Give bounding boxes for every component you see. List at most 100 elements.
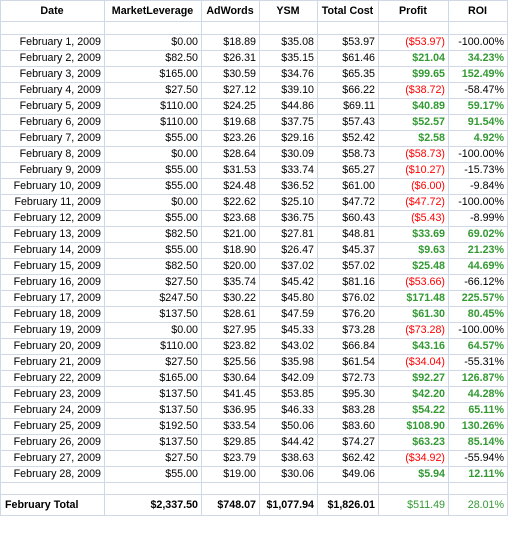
header-date[interactable]: Date bbox=[0, 0, 105, 22]
empty-cell[interactable] bbox=[0, 481, 105, 495]
marketleverage-cell[interactable]: $137.50 bbox=[104, 385, 202, 403]
profit-cell[interactable]: $40.89 bbox=[378, 97, 449, 115]
adwords-cell[interactable]: $30.64 bbox=[201, 369, 260, 387]
date-cell[interactable]: February 1, 2009 bbox=[0, 33, 105, 51]
marketleverage-cell[interactable]: $55.00 bbox=[104, 241, 202, 259]
header-roi[interactable]: ROI bbox=[448, 0, 508, 22]
total-cost-cell[interactable]: $53.97 bbox=[317, 33, 379, 51]
total-cost-cell[interactable]: $66.84 bbox=[317, 337, 379, 355]
profit-cell[interactable]: ($73.28) bbox=[378, 321, 449, 339]
header-ysm[interactable]: YSM bbox=[259, 0, 318, 22]
profit-cell[interactable]: ($53.66) bbox=[378, 273, 449, 291]
adwords-cell[interactable]: $18.89 bbox=[201, 33, 260, 51]
marketleverage-cell[interactable]: $137.50 bbox=[104, 401, 202, 419]
marketleverage-cell[interactable]: $192.50 bbox=[104, 417, 202, 435]
ysm-cell[interactable]: $26.47 bbox=[259, 241, 318, 259]
empty-cell[interactable] bbox=[201, 481, 260, 495]
total-cost-cell[interactable]: $83.60 bbox=[317, 417, 379, 435]
marketleverage-cell[interactable]: $55.00 bbox=[104, 465, 202, 483]
date-cell[interactable]: February 7, 2009 bbox=[0, 129, 105, 147]
empty-cell[interactable] bbox=[448, 481, 508, 495]
total-profit[interactable]: $511.49 bbox=[378, 494, 449, 516]
ysm-cell[interactable]: $42.09 bbox=[259, 369, 318, 387]
roi-cell[interactable]: -100.00% bbox=[448, 193, 508, 211]
empty-cell[interactable] bbox=[104, 21, 202, 35]
ysm-cell[interactable]: $37.02 bbox=[259, 257, 318, 275]
profit-cell[interactable]: ($5.43) bbox=[378, 209, 449, 227]
profit-cell[interactable]: ($53.97) bbox=[378, 33, 449, 51]
marketleverage-cell[interactable]: $27.50 bbox=[104, 273, 202, 291]
total-cost-cell[interactable]: $47.72 bbox=[317, 193, 379, 211]
header-marketleverage[interactable]: MarketLeverage bbox=[104, 0, 202, 22]
date-cell[interactable]: February 25, 2009 bbox=[0, 417, 105, 435]
empty-cell[interactable] bbox=[317, 481, 379, 495]
roi-cell[interactable]: 34.23% bbox=[448, 49, 508, 67]
marketleverage-cell[interactable]: $27.50 bbox=[104, 449, 202, 467]
roi-cell[interactable]: 44.69% bbox=[448, 257, 508, 275]
date-cell[interactable]: February 8, 2009 bbox=[0, 145, 105, 163]
adwords-cell[interactable]: $19.68 bbox=[201, 113, 260, 131]
adwords-cell[interactable]: $28.61 bbox=[201, 305, 260, 323]
total-cost-cell[interactable]: $61.54 bbox=[317, 353, 379, 371]
header-adwords[interactable]: AdWords bbox=[201, 0, 260, 22]
total-cost-cell[interactable]: $81.16 bbox=[317, 273, 379, 291]
roi-cell[interactable]: 152.49% bbox=[448, 65, 508, 83]
profit-cell[interactable]: ($58.73) bbox=[378, 145, 449, 163]
ysm-cell[interactable]: $38.63 bbox=[259, 449, 318, 467]
ysm-cell[interactable]: $44.86 bbox=[259, 97, 318, 115]
profit-cell[interactable]: $63.23 bbox=[378, 433, 449, 451]
date-cell[interactable]: February 16, 2009 bbox=[0, 273, 105, 291]
marketleverage-cell[interactable]: $137.50 bbox=[104, 305, 202, 323]
date-cell[interactable]: February 20, 2009 bbox=[0, 337, 105, 355]
adwords-cell[interactable]: $33.54 bbox=[201, 417, 260, 435]
roi-cell[interactable]: -8.99% bbox=[448, 209, 508, 227]
roi-cell[interactable]: 80.45% bbox=[448, 305, 508, 323]
marketleverage-cell[interactable]: $165.00 bbox=[104, 65, 202, 83]
ysm-cell[interactable]: $45.42 bbox=[259, 273, 318, 291]
adwords-cell[interactable]: $31.53 bbox=[201, 161, 260, 179]
date-cell[interactable]: February 11, 2009 bbox=[0, 193, 105, 211]
adwords-cell[interactable]: $35.74 bbox=[201, 273, 260, 291]
profit-cell[interactable]: $108.90 bbox=[378, 417, 449, 435]
ysm-cell[interactable]: $44.42 bbox=[259, 433, 318, 451]
ysm-cell[interactable]: $35.08 bbox=[259, 33, 318, 51]
empty-cell[interactable] bbox=[0, 21, 105, 35]
profit-cell[interactable]: ($47.72) bbox=[378, 193, 449, 211]
profit-cell[interactable]: $5.94 bbox=[378, 465, 449, 483]
roi-cell[interactable]: 21.23% bbox=[448, 241, 508, 259]
empty-cell[interactable] bbox=[259, 21, 318, 35]
roi-cell[interactable]: -100.00% bbox=[448, 33, 508, 51]
date-cell[interactable]: February 15, 2009 bbox=[0, 257, 105, 275]
total-cost-cell[interactable]: $65.35 bbox=[317, 65, 379, 83]
roi-cell[interactable]: 12.11% bbox=[448, 465, 508, 483]
adwords-cell[interactable]: $22.62 bbox=[201, 193, 260, 211]
ysm-cell[interactable]: $45.80 bbox=[259, 289, 318, 307]
marketleverage-cell[interactable]: $27.50 bbox=[104, 81, 202, 99]
profit-cell[interactable]: $52.57 bbox=[378, 113, 449, 131]
adwords-cell[interactable]: $41.45 bbox=[201, 385, 260, 403]
marketleverage-cell[interactable]: $110.00 bbox=[104, 97, 202, 115]
total-cost-cell[interactable]: $58.73 bbox=[317, 145, 379, 163]
empty-cell[interactable] bbox=[448, 21, 508, 35]
date-cell[interactable]: February 2, 2009 bbox=[0, 49, 105, 67]
adwords-cell[interactable]: $29.85 bbox=[201, 433, 260, 451]
date-cell[interactable]: February 18, 2009 bbox=[0, 305, 105, 323]
adwords-cell[interactable]: $20.00 bbox=[201, 257, 260, 275]
profit-cell[interactable]: $61.30 bbox=[378, 305, 449, 323]
total-cost-cell[interactable]: $61.46 bbox=[317, 49, 379, 67]
date-cell[interactable]: February 21, 2009 bbox=[0, 353, 105, 371]
date-cell[interactable]: February 27, 2009 bbox=[0, 449, 105, 467]
marketleverage-cell[interactable]: $0.00 bbox=[104, 321, 202, 339]
total-ysm[interactable]: $1,077.94 bbox=[259, 494, 318, 516]
adwords-cell[interactable]: $27.95 bbox=[201, 321, 260, 339]
marketleverage-cell[interactable]: $110.00 bbox=[104, 337, 202, 355]
ysm-cell[interactable]: $53.85 bbox=[259, 385, 318, 403]
date-cell[interactable]: February 12, 2009 bbox=[0, 209, 105, 227]
total-cost-cell[interactable]: $66.22 bbox=[317, 81, 379, 99]
empty-cell[interactable] bbox=[378, 21, 449, 35]
ysm-cell[interactable]: $35.15 bbox=[259, 49, 318, 67]
total-cost-cell[interactable]: $49.06 bbox=[317, 465, 379, 483]
marketleverage-cell[interactable]: $82.50 bbox=[104, 257, 202, 275]
date-cell[interactable]: February 28, 2009 bbox=[0, 465, 105, 483]
profit-cell[interactable]: $54.22 bbox=[378, 401, 449, 419]
